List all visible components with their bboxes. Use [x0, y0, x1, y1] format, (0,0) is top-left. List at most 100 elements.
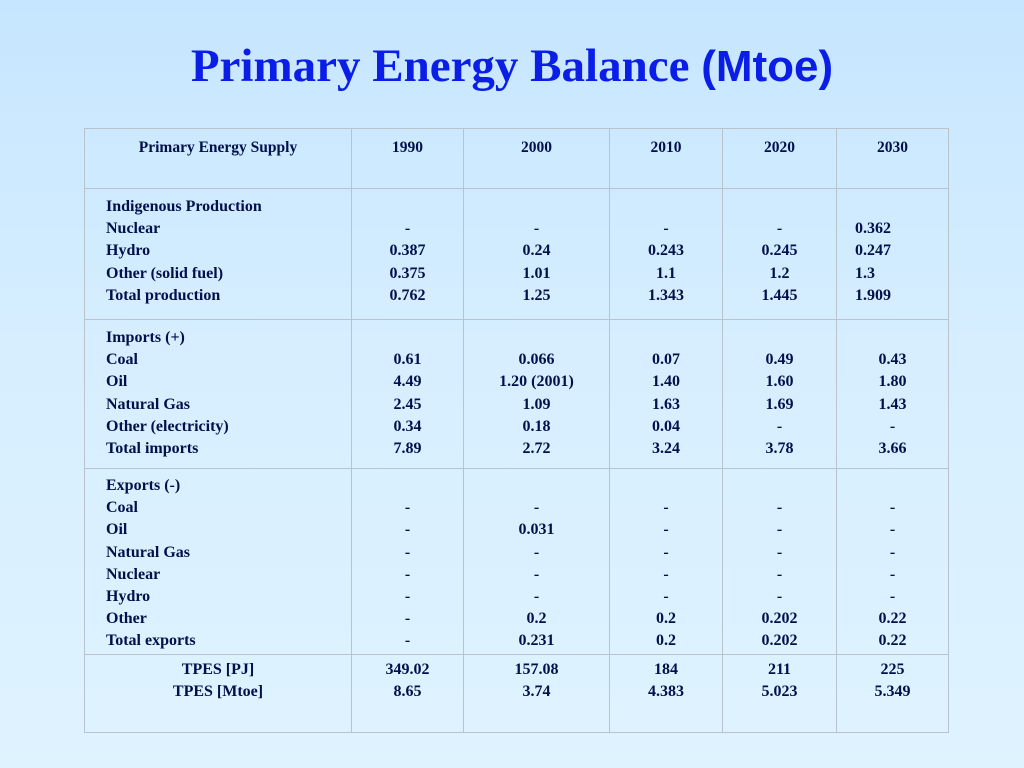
value: -	[404, 632, 411, 650]
value: 1.445	[761, 286, 798, 304]
value: 1.25	[522, 286, 551, 304]
value: -	[889, 565, 896, 583]
value: 0.2	[656, 632, 676, 650]
row-label: Coal	[106, 351, 138, 369]
header-primary-energy-supply: Primary Energy Supply	[84, 128, 352, 189]
header-year-2020: 2020	[722, 128, 837, 189]
header-year-2030: 2030	[836, 128, 949, 189]
value: -	[663, 588, 669, 605]
header-year-2010: 2010	[609, 128, 723, 189]
value: 1.40	[652, 373, 680, 391]
value: -	[889, 588, 896, 605]
value: 0.362	[855, 220, 891, 238]
value: 5.349	[874, 683, 911, 701]
value: 0.375	[389, 264, 426, 282]
value: 1.909	[855, 286, 891, 304]
value: -	[889, 499, 896, 517]
value: 1.343	[648, 286, 684, 304]
title-unit: (Mtoe)	[701, 42, 834, 91]
value: 0.231	[518, 632, 555, 650]
value-cell-2010: 184 4.383	[609, 654, 723, 733]
row-label: Imports (+)	[106, 329, 185, 346]
row-label: Other (solid fuel)	[106, 264, 224, 282]
value: -	[776, 499, 783, 517]
value: 225	[880, 661, 905, 678]
value: 0.61	[393, 351, 422, 369]
value: 1.1	[656, 264, 676, 282]
value: 0.243	[648, 242, 684, 260]
value: 0.49	[765, 351, 794, 369]
row-label: Other	[106, 610, 147, 628]
value: 1.20 (2001)	[499, 373, 574, 391]
row-label: Total exports	[106, 632, 196, 650]
value: -	[404, 543, 411, 561]
value: 3.66	[878, 440, 907, 457]
value: -	[776, 417, 783, 435]
row-label: Nuclear	[106, 220, 161, 238]
value-cell-1990: - - - - - - -	[351, 468, 464, 655]
value: 0.22	[878, 632, 907, 650]
row-label: Hydro	[106, 242, 151, 260]
value: -	[533, 565, 540, 583]
value: 0.22	[878, 610, 907, 628]
row-label: Natural Gas	[106, 395, 190, 413]
value: 1.63	[652, 395, 680, 413]
value: -	[776, 220, 783, 238]
row-label: TPES [PJ]	[181, 661, 255, 678]
value: 8.65	[393, 683, 422, 701]
value: 0.34	[393, 417, 422, 435]
value: -	[404, 521, 411, 539]
header-year-2000: 2000	[463, 128, 610, 189]
value-cell-2000: - 0.031 - - - 0.2 0.231	[463, 468, 610, 655]
value-cell-2000: 0.066 1.20 (2001) 1.09 0.18 2.72	[463, 319, 610, 469]
value: -	[663, 521, 669, 539]
value: 0.24	[522, 242, 551, 260]
value-cell-2010: 0.07 1.40 1.63 0.04 3.24	[609, 319, 723, 469]
row-label: Coal	[106, 499, 138, 517]
value: 0.247	[855, 242, 891, 260]
value-cell-1990: 349.02 8.65	[351, 654, 464, 733]
value-cell-2010: - 0.243 1.1 1.343	[609, 188, 723, 320]
value: 184	[654, 661, 678, 678]
value: 4.383	[648, 683, 684, 701]
value-cell-2020: - - - - - 0.202 0.202	[722, 468, 837, 655]
value: 0.2	[656, 610, 676, 628]
value: 157.08	[514, 661, 559, 678]
value: -	[889, 521, 896, 539]
label-cell: Exports (-) Coal Oil Natural Gas Nuclear…	[84, 468, 352, 655]
value: -	[889, 543, 896, 561]
header-year-1990: 1990	[351, 128, 464, 189]
value: -	[776, 588, 783, 605]
value: 0.202	[761, 632, 798, 650]
label-cell: Indigenous Production Nuclear Hydro Othe…	[84, 188, 352, 320]
value-cell-2020: - 0.245 1.2 1.445	[722, 188, 837, 320]
value: 3.24	[652, 440, 680, 457]
row-label: Oil	[106, 521, 128, 539]
value: 7.89	[393, 440, 422, 457]
value: -	[404, 220, 411, 238]
value: 0.387	[389, 242, 426, 260]
value: 0.2	[526, 610, 547, 628]
value: 1.09	[522, 395, 551, 413]
value: -	[404, 499, 411, 517]
row-label: Exports (-)	[106, 477, 181, 494]
row-label: Indigenous Production	[106, 198, 262, 215]
value: -	[663, 543, 669, 561]
value: 0.07	[652, 351, 680, 369]
row-label: TPES [Mtoe]	[172, 683, 264, 701]
value: 3.74	[522, 683, 551, 701]
row-label: Total production	[106, 286, 221, 304]
row-label: Other (electricity)	[106, 417, 229, 435]
value: -	[889, 417, 896, 435]
value: -	[533, 220, 540, 238]
row-label: Hydro	[106, 588, 151, 606]
energy-balance-table: Primary Energy Supply 1990 2000 2010 202…	[84, 128, 949, 733]
label-cell: TPES [PJ] TPES [Mtoe]	[84, 654, 352, 733]
value: 2.45	[393, 395, 422, 413]
value: 0.245	[761, 242, 798, 260]
table-row-indigenous-production: Indigenous Production Nuclear Hydro Othe…	[84, 188, 949, 320]
value-cell-2030: - - - - - 0.22 0.22	[836, 468, 949, 655]
value-cell-2030: 0.43 1.80 1.43 - 3.66	[836, 319, 949, 469]
value: 1.80	[878, 373, 907, 391]
value: 1.69	[765, 395, 794, 413]
